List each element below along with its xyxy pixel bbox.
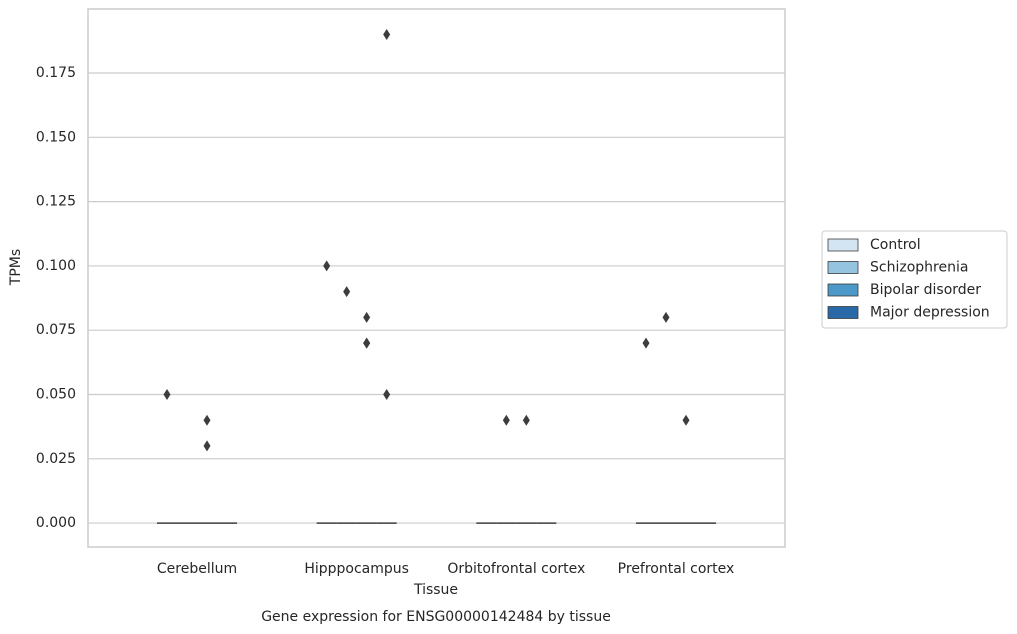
y-tick-label: 0.125 — [36, 194, 76, 210]
outlier — [642, 337, 650, 349]
legend-label: Control — [870, 237, 921, 253]
x-axis-label: Tissue — [413, 582, 458, 598]
outlier — [662, 311, 670, 323]
legend — [821, 230, 1008, 329]
outlier — [203, 414, 211, 426]
x-tick-label: Cerebellum — [157, 561, 237, 577]
outlier — [383, 388, 391, 400]
legend-label: Major depression — [870, 305, 990, 321]
y-tick-label: 0.150 — [36, 129, 76, 145]
outlier — [522, 414, 530, 426]
y-tick-label: 0.025 — [36, 451, 76, 467]
outlier — [502, 414, 510, 426]
outlier — [323, 260, 331, 272]
legend-swatch — [827, 261, 859, 274]
legend-label: Bipolar disorder — [870, 282, 981, 298]
outlier — [363, 337, 371, 349]
outlier — [163, 388, 171, 400]
x-tick-label: Orbitofrontal cortex — [447, 561, 585, 577]
y-tick-label: 0.000 — [36, 515, 76, 531]
outlier — [682, 414, 690, 426]
y-tick-label: 0.050 — [36, 386, 76, 402]
chart-title: Gene expression for ENSG00000142484 by t… — [261, 609, 611, 625]
plot-frame — [87, 8, 786, 548]
outlier — [383, 28, 391, 40]
x-tick-label: Hipppocampus — [304, 561, 409, 577]
y-axis-label: TPMs — [8, 249, 24, 286]
y-tick-label: 0.100 — [36, 258, 76, 274]
outlier — [343, 286, 351, 298]
outlier — [363, 311, 371, 323]
y-tick-label: 0.075 — [36, 322, 76, 338]
outlier — [203, 440, 211, 452]
legend-swatch — [827, 238, 859, 252]
y-tick-label: 0.175 — [36, 65, 76, 81]
legend-label: Schizophrenia — [870, 260, 968, 276]
x-tick-label: Prefrontal cortex — [618, 561, 735, 577]
legend-swatch — [827, 283, 859, 297]
legend-swatch — [827, 306, 859, 319]
